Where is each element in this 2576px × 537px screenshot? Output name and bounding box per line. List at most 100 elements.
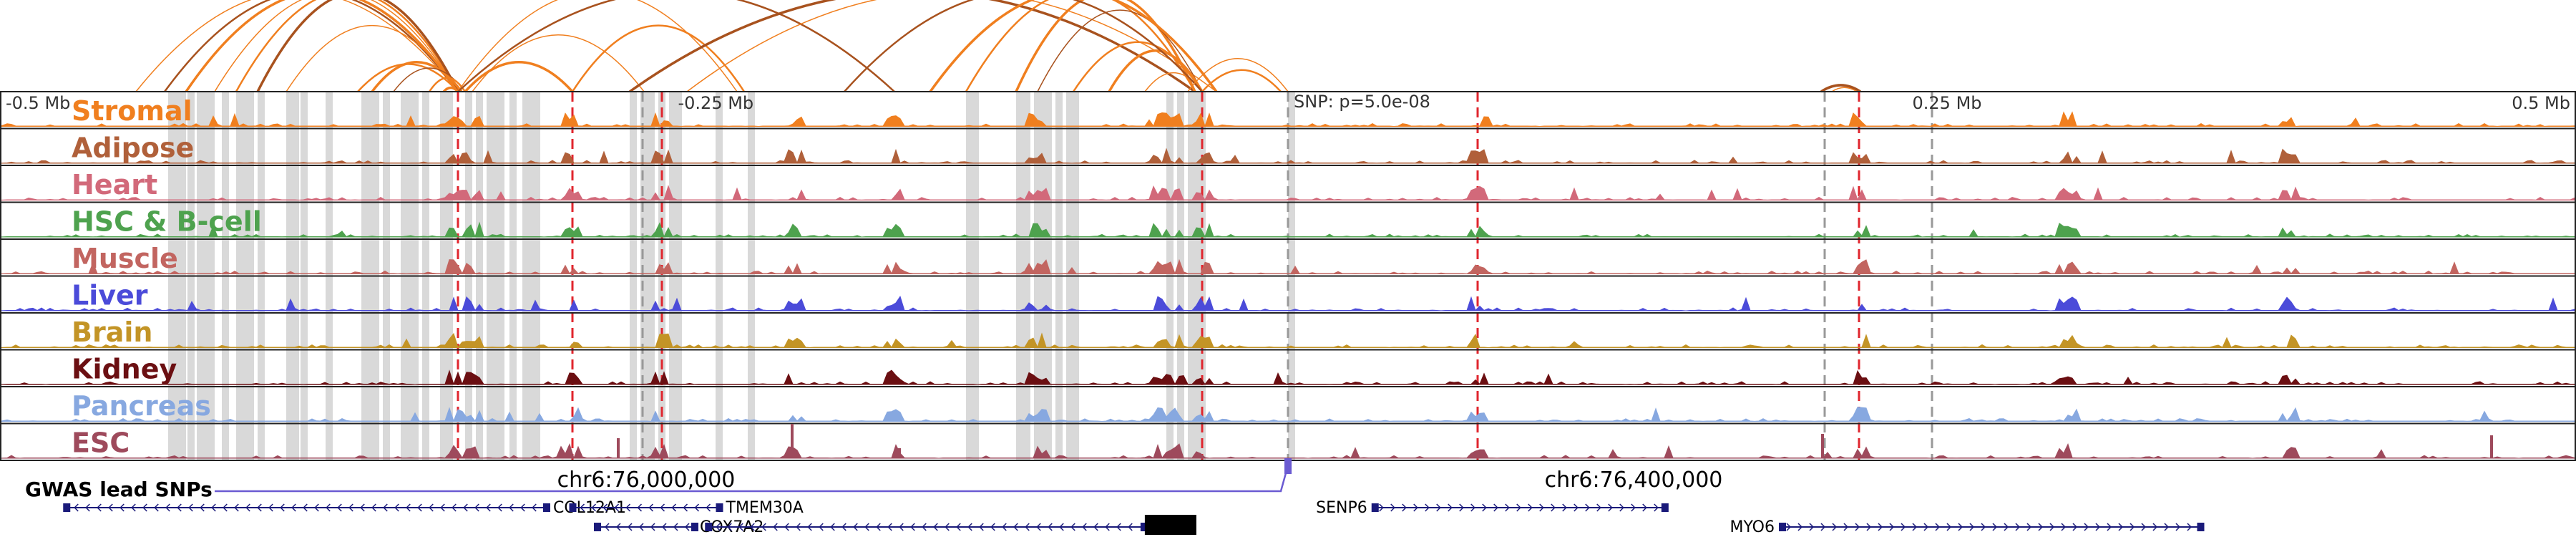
strand-arrow (360, 503, 365, 512)
strand-arrow (1539, 503, 1544, 512)
strand-arrow (2084, 523, 2089, 531)
strand-arrow (684, 523, 690, 531)
chromatin-loop-arcs (135, 0, 1861, 93)
strand-arrow (807, 523, 812, 531)
strand-arrow (841, 523, 847, 531)
strand-arrow (2118, 523, 2124, 531)
gene-exon (63, 503, 71, 512)
strand-arrow (1448, 503, 1453, 512)
strand-arrow (245, 503, 250, 512)
track-signal (0, 258, 2576, 275)
strand-arrow (154, 503, 159, 512)
strand-arrow (406, 503, 411, 512)
strand-arrow (371, 503, 376, 512)
strand-arrow (1923, 523, 1929, 531)
strand-arrow (1093, 523, 1098, 531)
genomic-coordinates: chr6:76,000,000 chr6:76,400,000 (557, 468, 1723, 493)
gene-exon (716, 503, 723, 512)
gene-label: TMEM30A (726, 499, 804, 517)
strand-arrow (1059, 523, 1064, 531)
strand-arrow (660, 503, 665, 512)
strand-arrow (1958, 523, 1963, 531)
strand-arrow (108, 503, 113, 512)
strand-arrow (864, 523, 869, 531)
strand-arrow (1981, 523, 1986, 531)
strand-arrow (853, 523, 858, 531)
strand-arrow (314, 503, 319, 512)
strand-arrow (268, 503, 273, 512)
track-label: Kidney (72, 354, 177, 385)
loop-arc (1108, 49, 1204, 92)
strand-arrow (761, 523, 766, 531)
strand-arrow (474, 503, 479, 512)
gene-exon (594, 523, 601, 531)
strand-arrow (673, 523, 678, 531)
strand-arrow (1843, 523, 1849, 531)
strand-arrow (119, 503, 125, 512)
strand-arrow (899, 523, 904, 531)
strand-arrow (440, 503, 445, 512)
strand-arrow (773, 523, 778, 531)
strand-arrow (383, 503, 388, 512)
strand-arrow (1946, 523, 1952, 531)
track-label: Stromal (72, 95, 192, 127)
loop-arc (442, 86, 459, 93)
strand-arrow (348, 503, 353, 512)
strand-arrow (2072, 523, 2078, 531)
strand-arrow (1013, 523, 1018, 531)
strand-arrow (188, 503, 193, 512)
strand-arrow (2141, 523, 2147, 531)
gene-exon (1140, 523, 1148, 531)
strand-arrow (520, 503, 525, 512)
strand-arrow (1128, 523, 1133, 531)
strand-arrow (1002, 523, 1007, 531)
loop-arc (628, 0, 1196, 93)
strand-arrow (280, 503, 285, 512)
strand-arrow (2175, 523, 2181, 531)
strand-arrow (2049, 523, 2055, 531)
strand-arrow (956, 523, 961, 531)
loop-arc (286, 24, 459, 92)
track-label: Pancreas (72, 390, 211, 422)
strand-arrow (1470, 503, 1475, 512)
signal-tracks: Stromal Adipose Heart HSC & B-cell Muscle Liv… (0, 91, 2576, 461)
strand-arrow (1528, 503, 1533, 512)
strand-arrow (945, 523, 950, 531)
gene-senp6: SENP6 (1316, 499, 1669, 517)
strand-arrow (1562, 503, 1567, 512)
track-label: Brain (72, 316, 152, 348)
strand-arrow (750, 523, 755, 531)
strand-arrow (727, 523, 732, 531)
strand-arrow (1459, 503, 1464, 512)
strand-arrow (303, 503, 308, 512)
strand-arrow (1105, 523, 1110, 531)
track-label: ESC (72, 427, 130, 459)
strand-arrow (1070, 523, 1075, 531)
track-signal (0, 221, 2576, 238)
loop-arc (256, 0, 459, 92)
strand-arrow (1390, 503, 1395, 512)
strand-arrow (1402, 503, 1407, 512)
strand-arrow (326, 503, 331, 512)
strand-arrow (394, 503, 399, 512)
gene-exon (1779, 523, 1786, 531)
strand-arrow (979, 523, 984, 531)
strand-arrow (2129, 523, 2135, 531)
strand-arrow (142, 503, 147, 512)
distance-ruler: -0.5 Mb -0.25 Mb 0.25 Mb 0.5 Mb (6, 93, 2570, 113)
strand-arrow (165, 503, 170, 512)
loop-arc (371, 61, 463, 93)
track-signal (0, 332, 2576, 349)
strand-arrow (614, 503, 620, 512)
strand-arrow (1493, 503, 1498, 512)
ruler-label: -0.5 Mb (6, 93, 70, 113)
strand-arrow (1082, 523, 1087, 531)
strand-arrow (661, 523, 667, 531)
strand-arrow (291, 503, 296, 512)
strand-arrow (463, 503, 468, 512)
gene-exon (705, 523, 713, 531)
loop-arc (472, 34, 645, 92)
gene-highlight-box (1144, 515, 1196, 535)
strand-arrow (650, 523, 655, 531)
